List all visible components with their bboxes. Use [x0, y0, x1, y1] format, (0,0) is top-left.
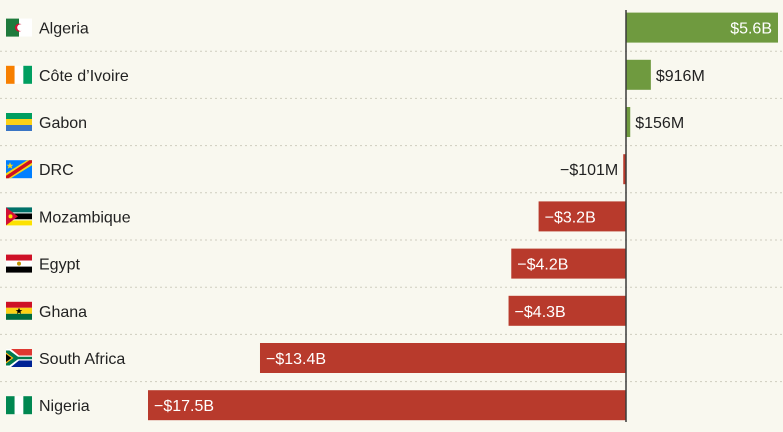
chart-row: Ghana −$4.3B — [0, 286, 783, 326]
country-label: Côte d’Ivoire — [39, 68, 129, 85]
country-label: Mozambique — [39, 209, 131, 226]
value-label: $916M — [656, 68, 705, 85]
country-label: Gabon — [39, 115, 87, 132]
chart-row: Gabon $156M — [0, 97, 783, 137]
value-label: −$101M — [560, 162, 618, 179]
value-label: −$17.5B — [154, 398, 214, 415]
bar — [259, 343, 626, 373]
chart-rows: Algeria $5.6B Côte d’Ivoire $916M Gabon $156M… — [0, 12, 783, 421]
value-label: $156M — [635, 115, 684, 132]
value-label: $5.6B — [730, 21, 772, 38]
bar — [626, 107, 631, 137]
country-label: Egypt — [39, 257, 80, 274]
bar — [626, 12, 778, 43]
bar — [626, 59, 651, 90]
chart-row: South Africa −$13.4B — [0, 333, 783, 373]
value-label: −$4.3B — [515, 304, 566, 321]
bar — [538, 201, 626, 232]
algeria-flag-icon — [6, 18, 32, 37]
chart-row: DRC −$101M — [0, 145, 783, 185]
bar — [511, 248, 626, 279]
country-label: Ghana — [39, 304, 87, 321]
chart-row: Mozambique −$3.2B — [0, 192, 783, 232]
chart-row: Egypt −$4.2B — [0, 239, 783, 279]
chart-row: Algeria $5.6B — [6, 12, 778, 43]
bar — [508, 295, 626, 326]
country-label: DRC — [39, 162, 74, 179]
bar — [623, 154, 626, 185]
cote-divoire-flag-icon — [6, 65, 32, 84]
value-label: −$4.2B — [517, 257, 568, 274]
bar — [148, 390, 626, 421]
chart-row: Côte d’Ivoire $916M — [0, 50, 783, 90]
value-label: −$3.2B — [545, 209, 596, 226]
country-label: Algeria — [39, 21, 89, 38]
south-africa-flag-icon — [6, 349, 32, 367]
drc-flag-icon — [6, 160, 32, 179]
country-label: Nigeria — [39, 398, 90, 415]
egypt-flag-icon — [6, 254, 32, 273]
value-label: −$13.4B — [266, 351, 326, 368]
mozambique-flag-icon — [6, 207, 32, 226]
nigeria-flag-icon — [6, 396, 32, 415]
country-label: South Africa — [39, 351, 125, 368]
chart-row: Nigeria −$17.5B — [0, 381, 783, 421]
gabon-flag-icon — [6, 113, 32, 131]
ghana-flag-icon — [6, 301, 32, 320]
